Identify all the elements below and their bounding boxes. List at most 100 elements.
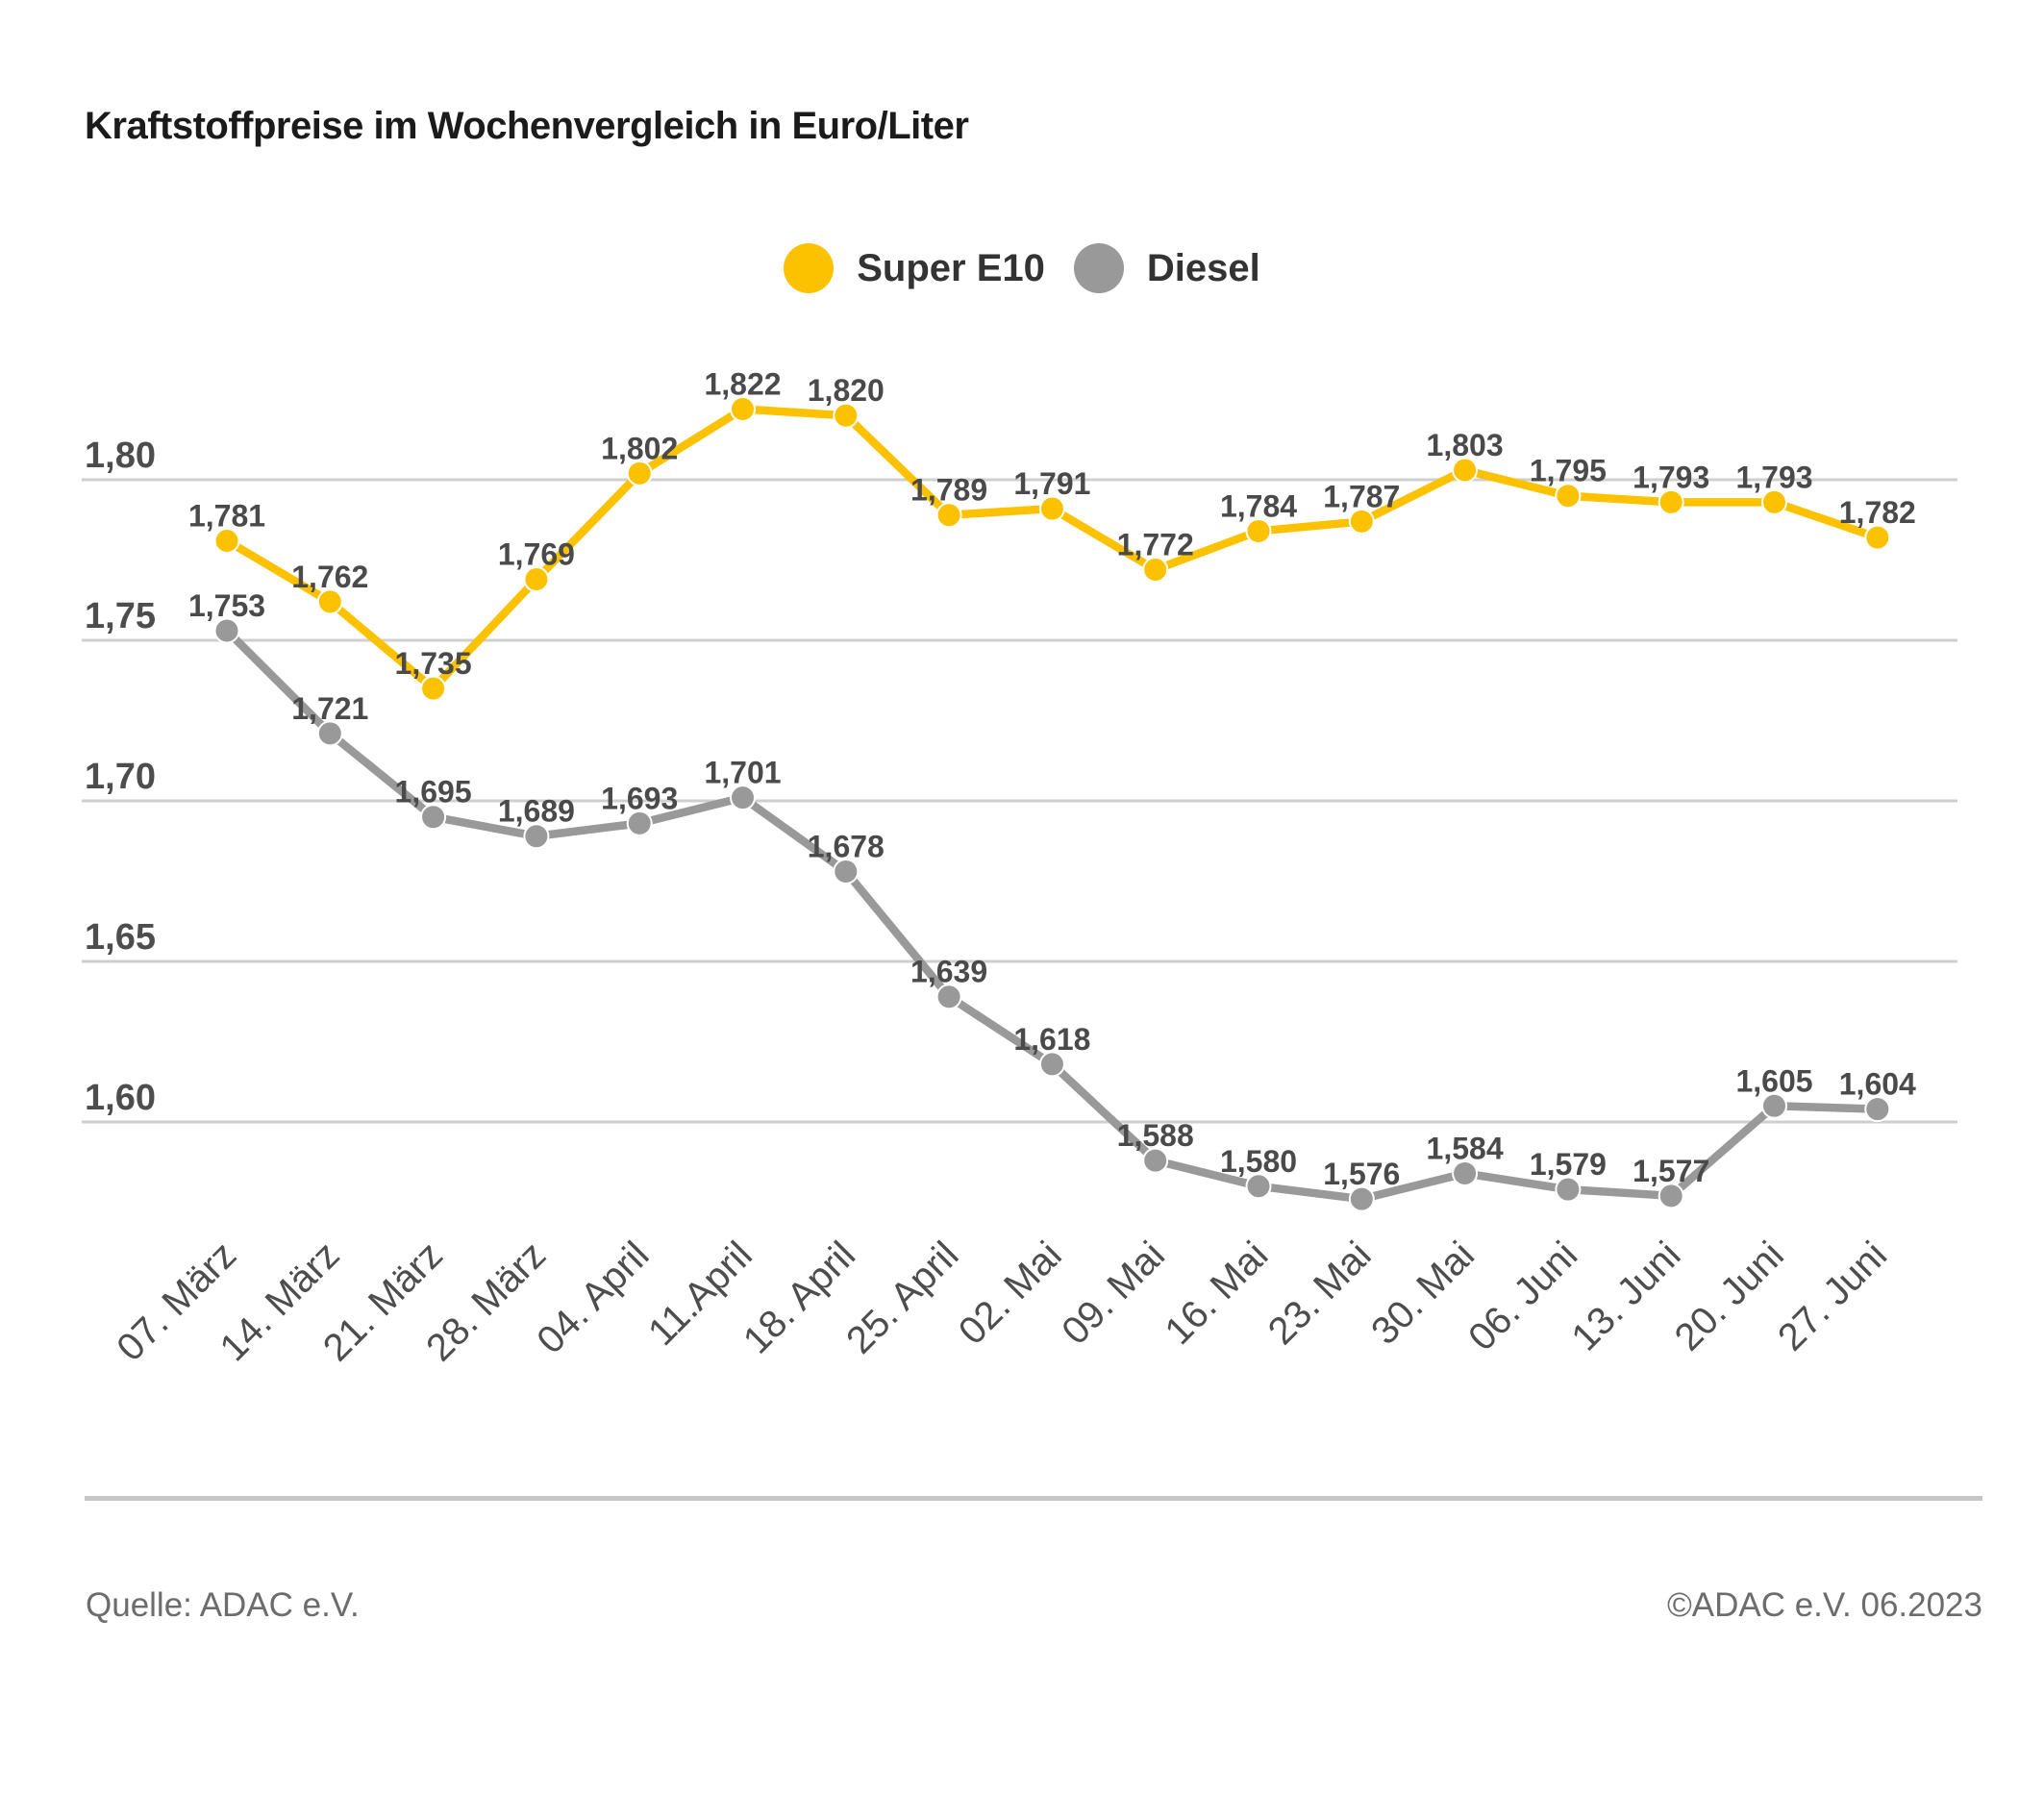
legend-label-diesel: Diesel [1146, 246, 1260, 289]
data-label-super-e10: 1,803 [1427, 428, 1504, 462]
x-axis-label: 27. Juni [1770, 1233, 1895, 1358]
data-label-diesel: 1,605 [1735, 1063, 1812, 1098]
x-axis-label: 30. Mai [1363, 1233, 1483, 1353]
data-point-diesel [1555, 1176, 1582, 1203]
x-axis-label: 23. Mai [1260, 1233, 1380, 1353]
x-axis-label: 06. Juni [1460, 1233, 1585, 1358]
data-point-diesel [1038, 1051, 1065, 1078]
data-label-super-e10: 1,793 [1633, 460, 1709, 494]
footer-divider [85, 1496, 1982, 1501]
data-label-diesel: 1,604 [1839, 1067, 1916, 1102]
source-text: Quelle: ADAC e.V. [86, 1586, 360, 1624]
data-point-diesel [1348, 1185, 1375, 1212]
series-line-super-e10 [222, 405, 1882, 693]
data-label-diesel: 1,579 [1530, 1147, 1607, 1182]
legend-item-diesel: Diesel [1073, 243, 1260, 293]
data-point-diesel [1245, 1173, 1272, 1200]
data-label-super-e10: 1,735 [395, 646, 472, 681]
data-point-super-e10 [213, 527, 240, 554]
data-label-diesel: 1,577 [1633, 1154, 1709, 1188]
data-point-super-e10 [1142, 557, 1169, 584]
data-label-super-e10: 1,802 [601, 431, 678, 465]
x-axis-label: 25. April [838, 1233, 966, 1361]
series-line-diesel [222, 626, 1882, 1204]
data-point-diesel [1658, 1183, 1684, 1209]
data-point-diesel [935, 984, 962, 1010]
copyright-text: ©ADAC e.V. 06.2023 [1666, 1586, 1982, 1624]
data-label-super-e10: 1,793 [1735, 460, 1812, 494]
data-point-diesel [523, 823, 550, 850]
data-point-diesel [730, 785, 756, 811]
data-label-diesel: 1,639 [910, 955, 987, 989]
data-point-super-e10 [1038, 495, 1065, 522]
data-point-super-e10 [1452, 457, 1479, 484]
data-point-super-e10 [1658, 488, 1684, 515]
data-point-super-e10 [626, 460, 653, 486]
data-label-diesel: 1,689 [498, 794, 575, 829]
data-label-diesel: 1,678 [808, 829, 885, 863]
y-axis-label: 1,75 [85, 596, 156, 636]
x-axis-label: 09. Mai [1054, 1233, 1173, 1353]
y-axis-label: 1,70 [85, 757, 156, 797]
data-label-diesel: 1,695 [395, 775, 472, 810]
legend: Super E10 Diesel [0, 243, 2044, 293]
data-label-super-e10: 1,782 [1839, 495, 1916, 530]
data-point-super-e10 [523, 566, 550, 593]
data-point-super-e10 [1761, 488, 1787, 515]
data-label-diesel: 1,693 [601, 781, 678, 815]
data-label-diesel: 1,701 [704, 756, 781, 790]
data-point-diesel [213, 617, 240, 644]
data-point-super-e10 [316, 588, 343, 615]
x-axis-label: 16. Mai [1157, 1233, 1276, 1353]
data-label-super-e10: 1,789 [910, 473, 987, 508]
data-label-diesel: 1,753 [188, 588, 265, 623]
x-axis-label: 13. Juni [1563, 1233, 1688, 1358]
data-label-super-e10: 1,781 [188, 498, 265, 533]
y-axis-label: 1,80 [85, 436, 156, 476]
legend-item-super-e10: Super E10 [784, 243, 1045, 293]
x-axis-label: 20. Juni [1667, 1233, 1792, 1358]
data-point-super-e10 [1348, 508, 1375, 535]
data-point-diesel [1452, 1159, 1479, 1186]
legend-label-super-e10: Super E10 [857, 246, 1045, 289]
data-point-super-e10 [420, 675, 447, 702]
data-point-super-e10 [1864, 524, 1891, 551]
data-point-diesel [626, 810, 653, 836]
data-label-super-e10: 1,784 [1220, 488, 1297, 523]
data-label-diesel: 1,580 [1220, 1144, 1297, 1179]
data-point-diesel [1761, 1092, 1787, 1119]
y-axis-label: 1,65 [85, 917, 156, 958]
x-axis-label: 02. Mai [951, 1233, 1070, 1353]
y-axis-label: 1,60 [85, 1078, 156, 1118]
data-label-diesel: 1,588 [1117, 1118, 1194, 1153]
data-label-super-e10: 1,787 [1323, 479, 1400, 513]
data-point-super-e10 [833, 402, 860, 429]
data-label-super-e10: 1,791 [1013, 466, 1090, 501]
data-label-super-e10: 1,769 [498, 537, 575, 572]
data-label-super-e10: 1,762 [291, 560, 368, 594]
data-point-diesel [1142, 1147, 1169, 1174]
data-point-diesel [1864, 1096, 1891, 1123]
data-label-super-e10: 1,795 [1530, 454, 1607, 488]
data-point-diesel [833, 858, 860, 885]
data-point-diesel [316, 720, 343, 747]
x-axis-label: 04. April [529, 1233, 657, 1361]
super-e10-dot-icon [784, 243, 835, 293]
data-point-super-e10 [1245, 517, 1272, 544]
data-point-diesel [420, 804, 447, 831]
data-point-super-e10 [1555, 483, 1582, 510]
data-label-super-e10: 1,820 [808, 373, 885, 408]
x-axis-label: 18. April [735, 1233, 863, 1361]
data-label-diesel: 1,721 [291, 691, 368, 726]
data-label-diesel: 1,576 [1323, 1157, 1400, 1191]
data-point-super-e10 [730, 396, 756, 423]
page-title: Kraftstoffpreise im Wochenvergleich in E… [85, 105, 969, 147]
data-label-diesel: 1,584 [1427, 1131, 1504, 1165]
data-point-super-e10 [935, 502, 962, 529]
diesel-dot-icon [1073, 243, 1124, 293]
data-label-diesel: 1,618 [1013, 1022, 1090, 1057]
data-label-super-e10: 1,822 [704, 367, 781, 402]
data-label-super-e10: 1,772 [1117, 528, 1194, 562]
